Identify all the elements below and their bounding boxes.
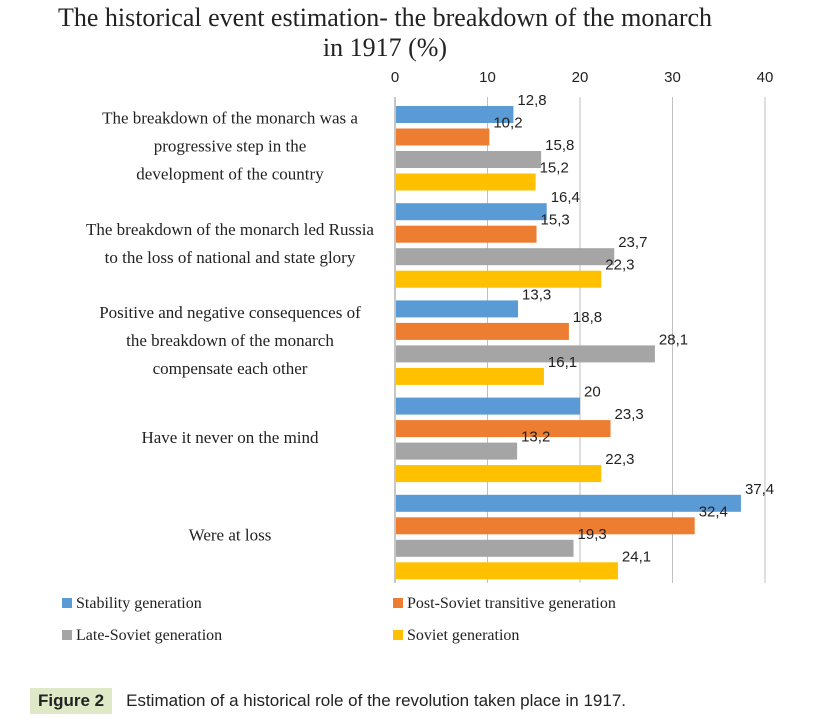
data-label: 12,8 (517, 92, 546, 109)
x-tick-label: 10 (479, 69, 496, 86)
legend-label: Stability generation (76, 595, 202, 612)
legend-label: Soviet generation (407, 627, 519, 644)
data-label: 15,8 (545, 137, 574, 154)
legend-swatch (393, 598, 403, 608)
legend-swatch (62, 598, 72, 608)
bar (396, 248, 615, 266)
bar (396, 151, 542, 168)
bar (396, 442, 518, 460)
data-label: 20 (584, 384, 601, 401)
legend-label: Late-Soviet generation (76, 627, 222, 644)
bar (396, 539, 574, 557)
figure-caption-text: Estimation of a historical role of the r… (126, 691, 627, 710)
category-label: the breakdown of the monarch (126, 331, 334, 350)
data-label: 16,4 (551, 189, 580, 206)
legend-swatch (62, 630, 72, 640)
data-label: 37,4 (745, 481, 774, 498)
bar (396, 367, 544, 385)
bar (396, 173, 536, 191)
figure-caption: Figure 2 Estimation of a historical role… (30, 688, 626, 714)
bar (396, 128, 490, 146)
category-labels: The breakdown of the monarch was a progre… (86, 109, 374, 545)
data-label: 16,1 (548, 354, 577, 371)
bar (396, 203, 547, 221)
chart-title-line: The historical event estimation- the bre… (58, 3, 712, 32)
bar-chart: The historical event estimation- the bre… (58, 3, 774, 644)
legend: Stability generation Post-Soviet transiti… (62, 595, 616, 644)
bar (396, 270, 602, 288)
bars (396, 106, 741, 580)
data-label: 22,3 (605, 451, 634, 468)
x-axis-ticks: 0 10 20 30 40 (391, 69, 774, 86)
x-tick-label: 20 (572, 69, 589, 86)
x-tick-label: 0 (391, 69, 399, 86)
category-label: The breakdown of the monarch was a (102, 109, 358, 128)
chart-title-line: in 1917 (%) (323, 33, 447, 62)
data-label: 32,4 (699, 503, 728, 520)
data-label: 23,7 (618, 234, 647, 251)
data-labels: 12,8 10,2 15,8 15,2 16,4 15,3 23,7 22,3 13,3 18,8… (493, 92, 774, 565)
data-label: 18,8 (573, 309, 602, 326)
bar (396, 225, 537, 243)
data-label: 19,3 (578, 526, 607, 543)
data-label: 22,3 (605, 257, 634, 274)
category-label: compensate each other (153, 359, 308, 378)
data-label: 15,3 (541, 212, 570, 229)
x-tick-label: 30 (664, 69, 681, 86)
category-label: The breakdown of the monarch led Russia (86, 220, 374, 239)
bar (396, 517, 695, 535)
bar (396, 562, 618, 580)
category-label: Were at loss (189, 525, 272, 544)
category-label: to the loss of national and state glory (105, 248, 356, 267)
bar (396, 494, 741, 512)
bar (396, 106, 514, 123)
data-label: 15,2 (540, 160, 569, 177)
bar (396, 397, 580, 415)
data-label: 24,1 (622, 548, 651, 565)
category-label: Have it never on the mind (141, 428, 319, 447)
category-label: Positive and negative consequences of (99, 303, 361, 322)
bar (396, 345, 655, 363)
data-label: 13,2 (521, 429, 550, 446)
bar (396, 322, 569, 340)
bar (396, 300, 519, 318)
legend-swatch (393, 630, 403, 640)
data-label: 23,3 (615, 406, 644, 423)
category-label: development of the country (136, 165, 324, 184)
data-label: 28,1 (659, 331, 688, 348)
x-tick-label: 40 (757, 69, 774, 86)
chart-title: The historical event estimation- the bre… (58, 3, 712, 62)
data-label: 10,2 (493, 115, 522, 132)
data-label: 13,3 (522, 286, 551, 303)
bar (396, 465, 602, 483)
legend-label: Post-Soviet transitive generation (407, 595, 616, 612)
category-label: progressive step in the (154, 137, 307, 156)
figure-label: Figure 2 (30, 688, 113, 714)
bar (396, 420, 611, 438)
